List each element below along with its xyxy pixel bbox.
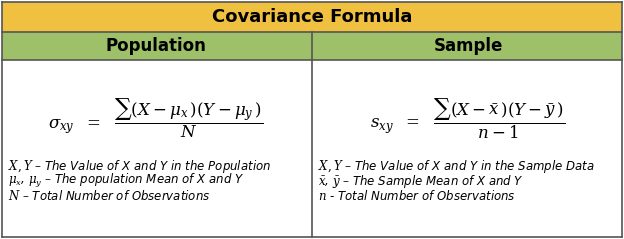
Text: $\it{\bar{x}}$, $\it{\bar{y}}$ – The Sample Mean of X and Y: $\it{\bar{x}}$, $\it{\bar{y}}$ – The Sam… xyxy=(318,173,524,190)
Text: $\it{\mu_x}$, $\it{\mu_y}$ – The population Mean of X and Y: $\it{\mu_x}$, $\it{\mu_y}$ – The populat… xyxy=(8,172,245,190)
Text: $\it{N}$ – Total Number of Observations: $\it{N}$ – Total Number of Observations xyxy=(8,189,211,203)
Text: $\it{X, Y}$ – The Value of X and Y in the Sample Data: $\it{X, Y}$ – The Value of X and Y in th… xyxy=(318,158,595,175)
Text: $\it{n}$ - Total Number of Observations: $\it{n}$ - Total Number of Observations xyxy=(318,189,516,203)
Text: Sample: Sample xyxy=(433,37,503,55)
Bar xyxy=(2,32,622,60)
Bar xyxy=(2,2,622,32)
Text: Population: Population xyxy=(105,37,207,55)
Text: Covariance Formula: Covariance Formula xyxy=(212,8,412,26)
Text: $\sigma_{xy}\ \ =\ \ \dfrac{\sum(X-\mu_x\,)(Y-\mu_y\,)}{N}$: $\sigma_{xy}\ \ =\ \ \dfrac{\sum(X-\mu_x… xyxy=(49,97,263,140)
Text: $s_{xy}\ \ =\ \ \dfrac{\sum(X-\bar{x}\,)(Y-\bar{y}\,)}{n-1}$: $s_{xy}\ \ =\ \ \dfrac{\sum(X-\bar{x}\,)… xyxy=(370,96,566,141)
Text: $\it{X, Y}$ – The Value of X and Y in the Population: $\it{X, Y}$ – The Value of X and Y in th… xyxy=(8,158,271,175)
